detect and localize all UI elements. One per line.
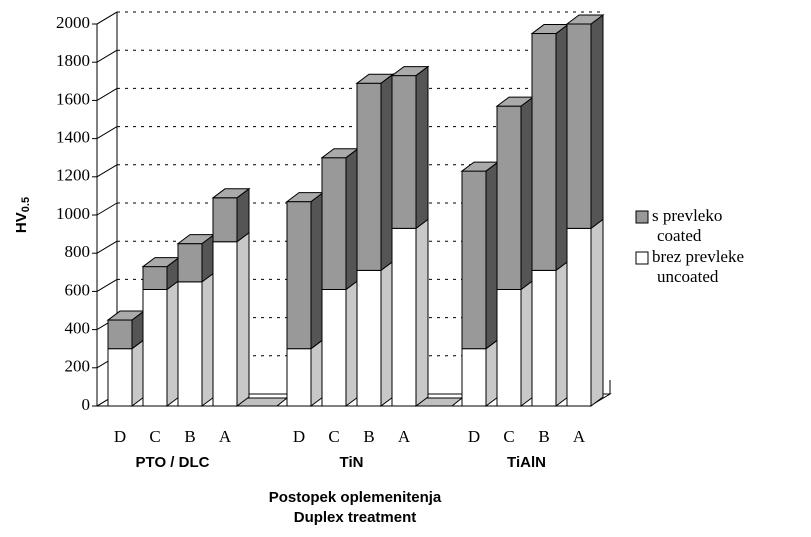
x-tick-label: C	[149, 427, 160, 446]
x-tick-label: D	[114, 427, 126, 446]
bar	[356, 269, 382, 407]
wall-tick	[96, 49, 118, 63]
wall-tick	[96, 240, 118, 254]
bar-side	[415, 65, 429, 230]
bar	[461, 170, 487, 350]
bar	[107, 319, 133, 350]
bar-side	[380, 260, 394, 407]
bar-side	[345, 279, 359, 407]
bar-side	[520, 96, 534, 291]
bar	[531, 269, 557, 407]
bar	[212, 197, 238, 243]
y-tick-label: 1600	[56, 89, 90, 108]
bar-side	[520, 279, 534, 407]
bar	[321, 157, 347, 290]
bar-side	[236, 231, 250, 407]
wall-tick	[96, 202, 118, 216]
y-tick-label: 400	[65, 319, 91, 338]
x-tick-label: A	[219, 427, 232, 446]
bar	[496, 288, 522, 407]
x-tick-label: A	[573, 427, 586, 446]
bar-side	[166, 279, 180, 407]
bar-side	[555, 260, 569, 407]
group-label: TiN	[340, 454, 364, 471]
wall-tick	[96, 87, 118, 101]
bar	[391, 227, 417, 407]
bar	[177, 281, 203, 407]
y-label-sub: 0.5	[20, 197, 32, 212]
bar-side	[485, 161, 499, 350]
bar	[461, 348, 487, 407]
bar-side	[590, 14, 604, 230]
bar-side	[415, 218, 429, 407]
wall-tick	[96, 126, 118, 140]
x-tick-label: B	[538, 427, 549, 446]
y-tick-label: 0	[82, 395, 91, 414]
bar-side	[380, 73, 394, 272]
wall-tick	[96, 11, 118, 25]
bar-top	[390, 66, 430, 77]
legend-swatch	[635, 251, 649, 265]
x-tick-label: B	[363, 427, 374, 446]
bar-side	[310, 191, 324, 350]
bar	[286, 201, 312, 350]
y-tick-label: 1800	[56, 51, 90, 70]
bar-side	[485, 338, 499, 407]
legend-swatch	[635, 210, 649, 224]
bar	[566, 23, 592, 229]
x-tick-label: B	[184, 427, 195, 446]
y-label-main: HV	[13, 212, 30, 233]
y-tick-label: 1200	[56, 166, 90, 185]
wall-tick	[96, 278, 118, 292]
x-tick-label: C	[503, 427, 514, 446]
legend-label: s prevleko coated	[652, 206, 722, 245]
y-tick-label: 2000	[56, 13, 90, 32]
bar	[107, 348, 133, 407]
wall-tick	[96, 164, 118, 178]
bar	[286, 348, 312, 407]
bar-side	[310, 338, 324, 407]
bar-top	[211, 188, 251, 199]
bar	[321, 288, 347, 407]
bar	[142, 288, 168, 407]
bar	[566, 227, 592, 407]
bar-top	[565, 14, 605, 25]
x-axis-label: Postopek oplemenitenja	[269, 489, 442, 506]
bar	[177, 243, 203, 283]
bar-side	[555, 23, 569, 272]
x-tick-label: D	[468, 427, 480, 446]
bar	[356, 82, 382, 271]
bar-side	[131, 338, 145, 407]
bar-side	[590, 218, 604, 407]
y-tick-label: 1000	[56, 204, 90, 223]
group-label: TiAlN	[507, 454, 546, 471]
bar-side	[201, 271, 215, 407]
bar	[391, 75, 417, 229]
y-tick-label: 1400	[56, 128, 90, 147]
bar-side	[345, 147, 359, 291]
y-axis-label: HV0.5	[13, 197, 32, 233]
bar	[496, 105, 522, 290]
y-tick-label: 200	[65, 357, 91, 376]
x-tick-label: D	[293, 427, 305, 446]
bar	[142, 266, 168, 290]
y-tick-label: 800	[65, 242, 91, 261]
bar	[212, 241, 238, 407]
x-tick-label: C	[328, 427, 339, 446]
y-tick-label: 600	[65, 280, 91, 299]
x-tick-label: A	[398, 427, 411, 446]
x-axis-label: Duplex treatment	[294, 509, 417, 526]
group-label: PTO / DLC	[136, 454, 210, 471]
bar	[531, 33, 557, 271]
legend-label: brez prevleke uncoated	[652, 247, 744, 286]
